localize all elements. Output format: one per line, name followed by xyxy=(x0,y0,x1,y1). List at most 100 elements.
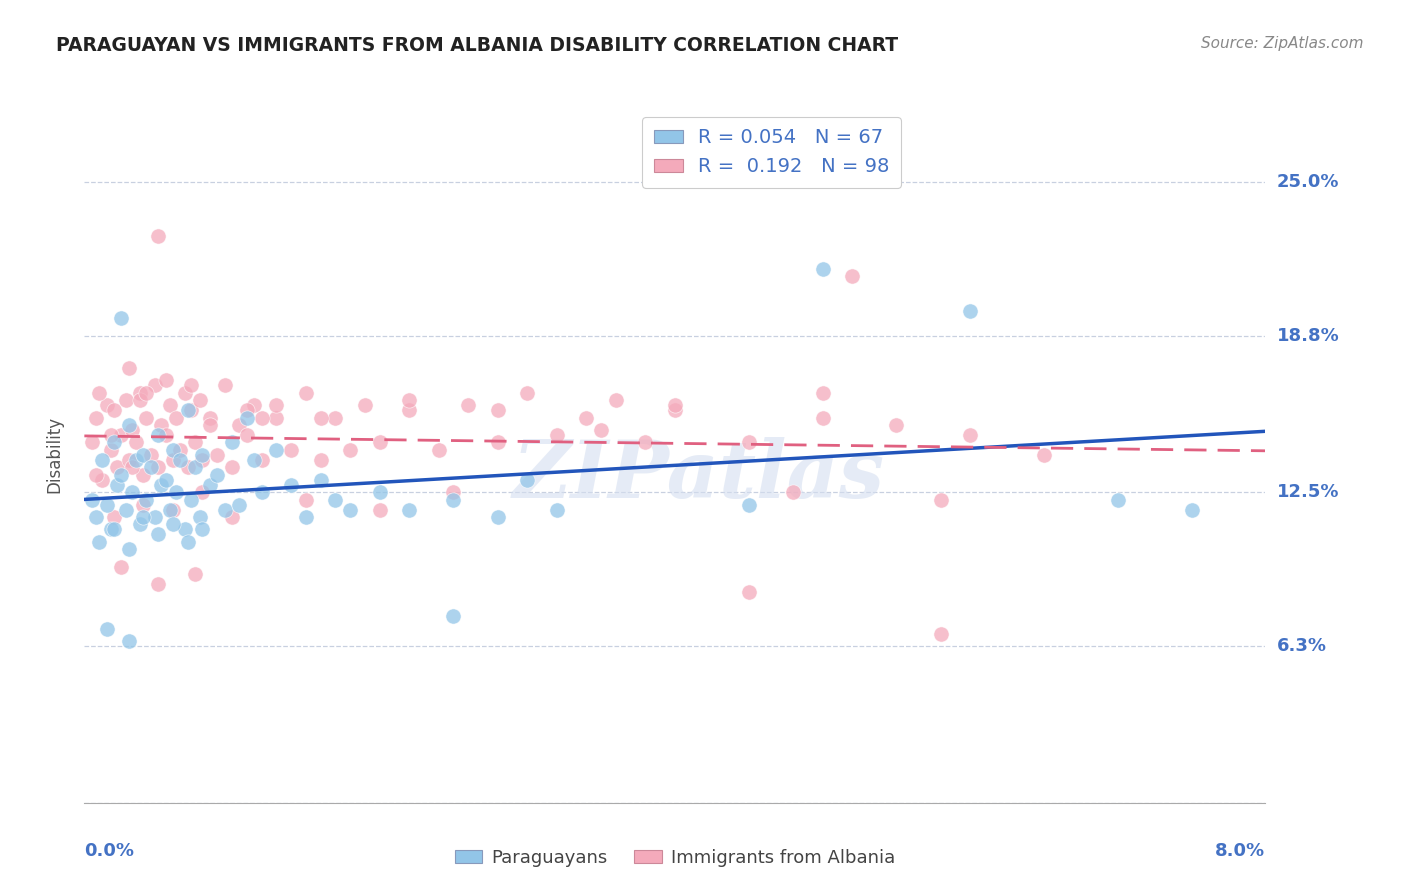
Point xyxy=(155,473,177,487)
Point xyxy=(105,477,128,491)
Text: 18.8%: 18.8% xyxy=(1277,326,1340,344)
Point xyxy=(235,410,259,425)
Point xyxy=(132,467,155,482)
Point xyxy=(162,502,184,516)
Point xyxy=(135,492,157,507)
Point xyxy=(235,403,259,417)
Point xyxy=(214,502,236,516)
Point xyxy=(180,378,202,392)
Point xyxy=(782,485,804,500)
Point xyxy=(368,435,391,450)
Point xyxy=(398,502,420,516)
Point xyxy=(205,467,228,482)
Point xyxy=(100,523,122,537)
Point xyxy=(162,453,184,467)
Point xyxy=(191,453,214,467)
Point xyxy=(1180,502,1202,516)
Point xyxy=(368,485,391,500)
Text: 0.0%: 0.0% xyxy=(84,842,135,860)
Point xyxy=(221,435,243,450)
Point xyxy=(221,460,243,475)
Point xyxy=(114,502,136,516)
Point xyxy=(1032,448,1054,462)
Point xyxy=(738,498,761,512)
Point xyxy=(150,477,173,491)
Point xyxy=(132,498,155,512)
Point xyxy=(91,473,114,487)
Point xyxy=(91,453,114,467)
Point xyxy=(118,542,141,557)
Point xyxy=(155,428,177,442)
Legend: Paraguayans, Immigrants from Albania: Paraguayans, Immigrants from Albania xyxy=(447,842,903,874)
Point xyxy=(148,428,170,442)
Point xyxy=(184,460,207,475)
Point xyxy=(80,492,103,507)
Point xyxy=(339,442,361,457)
Point xyxy=(457,398,479,412)
Point xyxy=(214,378,236,392)
Point xyxy=(664,398,686,412)
Text: 25.0%: 25.0% xyxy=(1277,172,1339,191)
Point xyxy=(191,485,214,500)
Point xyxy=(929,627,952,641)
Point xyxy=(143,510,166,524)
Point xyxy=(264,442,288,457)
Point xyxy=(811,261,834,276)
Point xyxy=(121,485,143,500)
Point xyxy=(165,410,187,425)
Point xyxy=(177,403,200,417)
Point xyxy=(162,442,184,457)
Point xyxy=(605,393,627,408)
Point xyxy=(191,523,214,537)
Point xyxy=(198,477,221,491)
Point xyxy=(486,403,509,417)
Point xyxy=(546,428,568,442)
Point xyxy=(250,453,273,467)
Point xyxy=(1107,492,1129,507)
Point xyxy=(132,448,155,462)
Point xyxy=(354,398,377,412)
Text: Source: ZipAtlas.com: Source: ZipAtlas.com xyxy=(1201,36,1364,51)
Point xyxy=(264,398,288,412)
Point xyxy=(103,510,125,524)
Point xyxy=(441,609,464,624)
Point xyxy=(150,418,173,433)
Point xyxy=(165,485,187,500)
Point xyxy=(169,453,191,467)
Point xyxy=(159,502,181,516)
Point xyxy=(228,418,250,433)
Point xyxy=(486,510,509,524)
Point xyxy=(738,584,761,599)
Text: 12.5%: 12.5% xyxy=(1277,483,1339,501)
Point xyxy=(250,485,273,500)
Point xyxy=(87,535,111,549)
Point xyxy=(173,523,195,537)
Point xyxy=(162,517,184,532)
Point xyxy=(110,559,132,574)
Point xyxy=(198,410,221,425)
Point xyxy=(188,510,211,524)
Point xyxy=(886,418,908,433)
Point xyxy=(188,393,211,408)
Point xyxy=(125,435,148,450)
Point xyxy=(129,393,152,408)
Point xyxy=(84,510,107,524)
Point xyxy=(100,428,122,442)
Point xyxy=(264,410,288,425)
Point xyxy=(811,385,834,400)
Point xyxy=(114,393,136,408)
Point xyxy=(441,485,464,500)
Point xyxy=(959,303,981,318)
Point xyxy=(135,385,157,400)
Point xyxy=(664,403,686,417)
Point xyxy=(148,229,170,244)
Point xyxy=(295,510,318,524)
Point xyxy=(129,385,152,400)
Point xyxy=(398,403,420,417)
Point xyxy=(80,435,103,450)
Point xyxy=(198,418,221,433)
Point xyxy=(634,435,657,450)
Point xyxy=(243,398,266,412)
Point xyxy=(228,498,250,512)
Point xyxy=(811,410,834,425)
